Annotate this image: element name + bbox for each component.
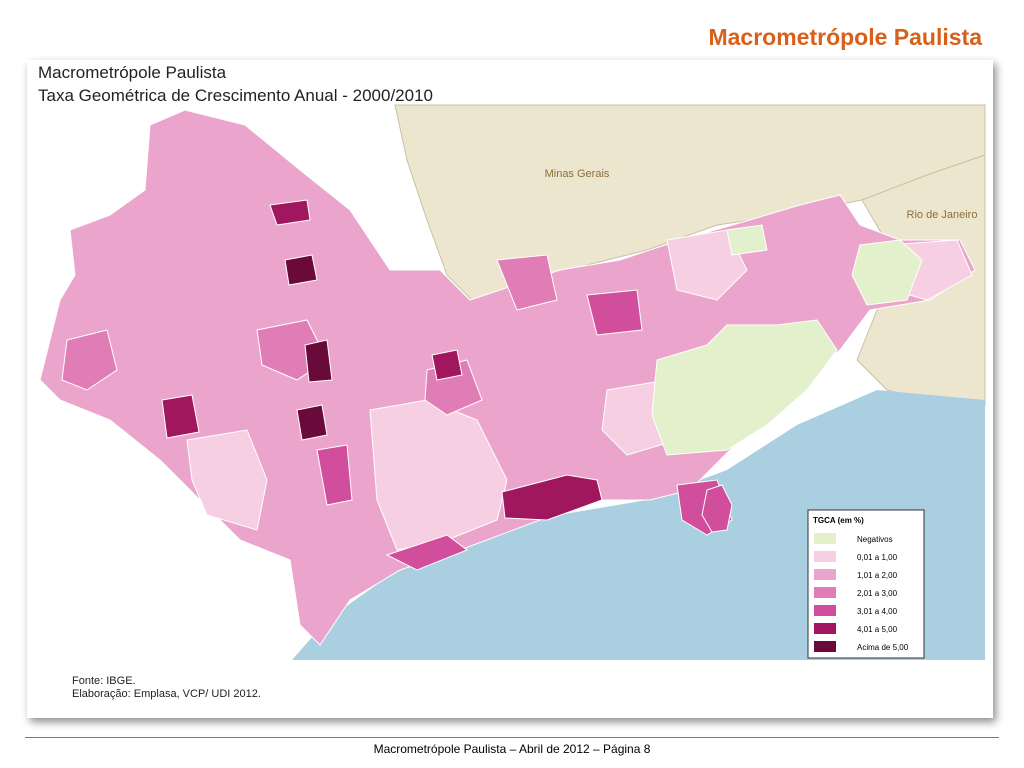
legend-label: Acima de 5,00 <box>857 643 909 652</box>
legend-swatch <box>814 533 836 544</box>
region-area <box>851 239 923 306</box>
region-area <box>161 394 200 439</box>
legend-swatch <box>814 605 836 616</box>
legend-label: 1,01 a 2,00 <box>857 571 898 580</box>
legend-label: 2,01 a 3,00 <box>857 589 898 598</box>
region-area <box>701 484 733 533</box>
region-area <box>269 199 311 226</box>
legend-swatch <box>814 551 836 562</box>
region-area <box>385 534 469 571</box>
map-subtitle: Taxa Geométrica de Crescimento Anual - 2… <box>38 86 433 105</box>
legend-label: 0,01 a 1,00 <box>857 553 898 562</box>
footer-rule <box>25 737 999 738</box>
legend-title: TGCA (em %) <box>813 516 864 525</box>
legend-swatch <box>814 569 836 580</box>
region-area <box>61 329 118 391</box>
region-label: Rio de Janeiro <box>907 209 978 221</box>
legend-box <box>807 509 925 659</box>
map-panel: Macrometrópole Paulista Taxa Geométrica … <box>27 60 993 718</box>
region-area <box>296 404 328 441</box>
region-area <box>586 289 643 336</box>
region-area <box>304 339 333 383</box>
region-area <box>501 474 603 521</box>
source-note: Fonte: IBGE. <box>72 675 136 687</box>
credit-note: Elaboração: Emplasa, VCP/ UDI 2012. <box>72 688 261 700</box>
region-area <box>666 229 748 301</box>
legend-swatch <box>814 641 836 652</box>
region-area <box>726 224 768 256</box>
region-area <box>651 319 838 456</box>
slide-title: Macrometrópole Paulista <box>708 24 982 50</box>
legend-swatch <box>814 587 836 598</box>
map-title: Macrometrópole Paulista <box>38 63 227 82</box>
legend-label: 3,01 a 4,00 <box>857 607 898 616</box>
region-area <box>496 254 558 311</box>
map: Macrometrópole Paulista Taxa Geométrica … <box>27 60 993 718</box>
region-area <box>284 254 318 286</box>
region-area <box>316 444 353 506</box>
legend-swatch <box>814 623 836 634</box>
footer-text: Macrometrópole Paulista – Abril de 2012 … <box>373 742 651 756</box>
legend-label: Negativos <box>857 535 893 544</box>
region-area <box>431 349 463 381</box>
legend-label: 4,01 a 5,00 <box>857 625 898 634</box>
region-label: Minas Gerais <box>545 168 610 180</box>
region-area <box>186 429 268 531</box>
legend: TGCA (em %) Negativos 0,01 a 1,00 1,01 a 2… <box>807 509 925 659</box>
